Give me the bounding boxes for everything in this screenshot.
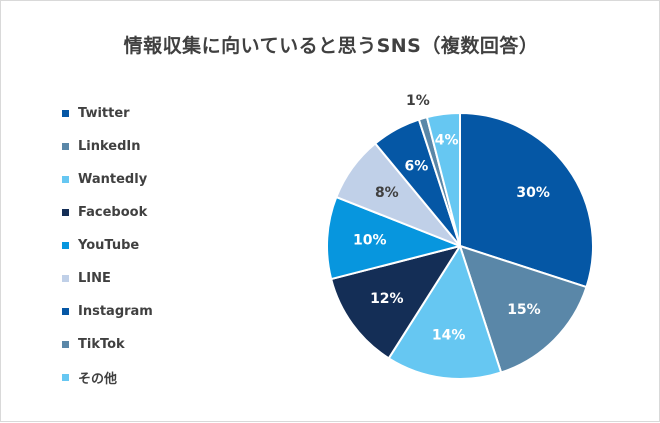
- data-label-twitter: 30%: [516, 185, 550, 201]
- pie-slice-wantedly: [387, 245, 503, 380]
- pie-slice-youtube: [326, 196, 461, 281]
- legend-item-line: LINE: [62, 262, 153, 295]
- legend-label: LinkedIn: [78, 139, 141, 154]
- legend-swatch: [62, 275, 69, 282]
- legend-item-twitter: Twitter: [62, 97, 153, 130]
- legend-swatch: [62, 374, 69, 381]
- data-label-facebook: 12%: [370, 291, 404, 307]
- data-label-tiktok: 1%: [406, 93, 430, 109]
- data-label-linkedin: 15%: [507, 302, 541, 318]
- data-label-wantedly: 14%: [432, 328, 466, 344]
- legend-label: TikTok: [78, 337, 125, 352]
- pie-slice-twitter: [459, 112, 594, 289]
- legend-swatch: [62, 242, 69, 249]
- legend-swatch: [62, 176, 69, 183]
- data-label-instagram: 6%: [405, 159, 429, 175]
- data-label-other: 4%: [435, 132, 459, 148]
- pie-slice-other: [425, 112, 461, 247]
- data-label-line: 8%: [375, 185, 399, 201]
- legend-item-linkedin: LinkedIn: [62, 130, 153, 163]
- legend-label: Wantedly: [78, 172, 148, 187]
- legend-label: YouTube: [78, 238, 140, 253]
- legend-swatch: [62, 308, 69, 315]
- legend-swatch: [62, 341, 69, 348]
- legend-swatch: [62, 143, 69, 150]
- legend-label: その他: [78, 372, 118, 387]
- legend-item-wantedly: Wantedly: [62, 163, 153, 196]
- legend-item-facebook: Facebook: [62, 196, 153, 229]
- legend-label: Instagram: [78, 304, 153, 319]
- legend-swatch: [62, 209, 69, 216]
- legend-swatch: [62, 110, 69, 117]
- legend-label: LINE: [78, 271, 111, 286]
- legend-item-instagram: Instagram: [62, 295, 153, 328]
- legend-item-tiktok: TikTok: [62, 328, 153, 361]
- legend-item-other: その他: [62, 361, 153, 394]
- chart-legend: Twitter LinkedIn Wantedly Facebook YouTube LI…: [62, 97, 153, 394]
- legend-label: Twitter: [78, 106, 130, 121]
- legend-item-youtube: YouTube: [62, 229, 153, 262]
- chart-title: 情報収集に向いていると思うSNS（複数回答）: [123, 35, 539, 57]
- legend-label: Facebook: [78, 205, 148, 220]
- pie-slice-facebook: [330, 245, 461, 360]
- data-label-youtube: 10%: [353, 232, 387, 248]
